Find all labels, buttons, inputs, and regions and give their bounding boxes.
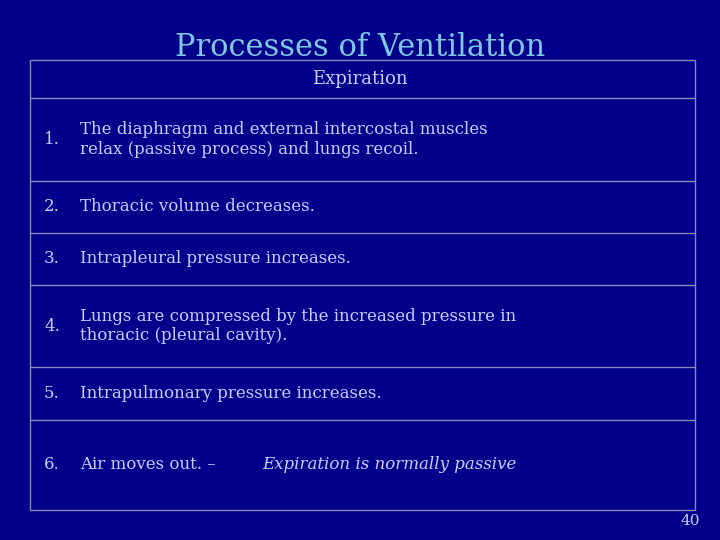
Text: Intrapleural pressure increases.: Intrapleural pressure increases. (80, 251, 351, 267)
Text: Expiration: Expiration (312, 70, 408, 88)
Text: 1.: 1. (44, 131, 60, 148)
Text: 40: 40 (680, 514, 700, 528)
Text: 6.: 6. (44, 456, 60, 473)
Text: Air moves out. –: Air moves out. – (80, 456, 221, 473)
Text: 5.: 5. (44, 385, 60, 402)
Text: The diaphragm and external intercostal muscles
relax (passive process) and lungs: The diaphragm and external intercostal m… (80, 121, 487, 158)
Text: 2.: 2. (44, 198, 60, 215)
Text: 3.: 3. (44, 251, 60, 267)
Text: Intrapulmonary pressure increases.: Intrapulmonary pressure increases. (80, 385, 382, 402)
Text: 4.: 4. (44, 318, 60, 335)
Text: Expiration is normally passive: Expiration is normally passive (262, 456, 516, 473)
Text: Lungs are compressed by the increased pressure in
thoracic (pleural cavity).: Lungs are compressed by the increased pr… (80, 308, 516, 345)
Text: Thoracic volume decreases.: Thoracic volume decreases. (80, 198, 315, 215)
Bar (30, 60, 695, 510)
Text: Processes of Ventilation: Processes of Ventilation (175, 32, 545, 63)
